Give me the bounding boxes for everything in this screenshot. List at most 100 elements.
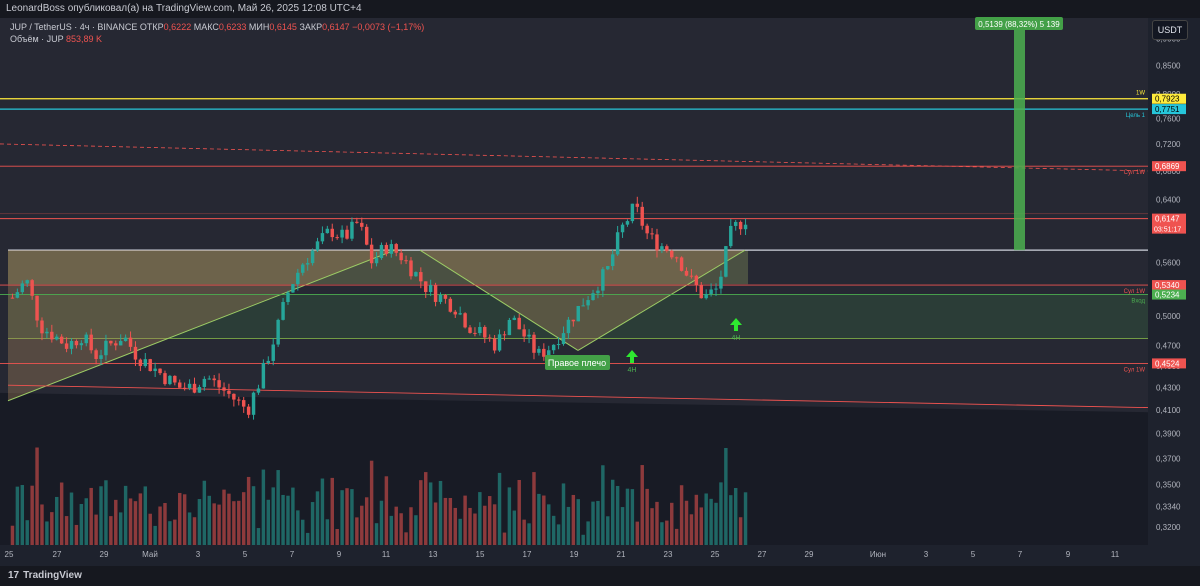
candle-body <box>620 224 625 233</box>
candle-body <box>689 275 694 277</box>
price-tick: 0,4100 <box>1156 406 1181 415</box>
right-shoulder-triangle <box>420 250 745 351</box>
volume-bar <box>537 493 541 545</box>
volume-bar <box>733 488 738 545</box>
volume-bar <box>571 494 576 545</box>
volume-bar <box>650 508 654 545</box>
volume-bar <box>704 493 708 545</box>
volume-bar <box>207 495 211 545</box>
candle-body <box>468 327 472 333</box>
price-tick: 0,4700 <box>1156 341 1181 350</box>
volume-bar <box>591 501 595 545</box>
low-value: 0,6145 <box>269 22 297 32</box>
candle-body <box>50 331 54 340</box>
candle-body <box>635 203 640 207</box>
volume-label: Объём · JUP <box>10 34 64 44</box>
candle-body <box>581 305 585 307</box>
volume-bar <box>660 522 664 545</box>
price-tick: 0,7200 <box>1156 140 1181 149</box>
price-tick: 0,7600 <box>1156 114 1181 123</box>
candle-body <box>473 332 477 334</box>
price-tag-label: 0,7923 <box>1155 95 1180 104</box>
candle-body <box>217 380 221 388</box>
time-tick: 3 <box>924 550 929 559</box>
dashed-resistance <box>0 143 1149 172</box>
volume-bar <box>281 494 285 545</box>
measure-bar <box>1014 20 1025 251</box>
price-tag-label: 0,5234 <box>1155 291 1180 300</box>
candle-body <box>158 368 162 374</box>
volume-bar <box>251 486 256 545</box>
candle-body <box>409 260 413 277</box>
candle-body <box>497 334 502 351</box>
symbol-label[interactable]: JUP / TetherUS · 4ч · BINANCE <box>10 22 138 32</box>
candle-body <box>729 225 733 247</box>
candle-body <box>512 317 517 320</box>
candle-body <box>69 340 74 349</box>
candle-body <box>286 292 290 303</box>
volume-bar <box>404 532 408 545</box>
volume-bar <box>645 488 649 545</box>
candle-body <box>571 319 576 322</box>
candle-body <box>369 244 374 264</box>
candle-body <box>709 289 713 294</box>
time-tick: 5 <box>971 550 976 559</box>
candle-body <box>355 221 359 223</box>
candle-body <box>310 250 315 264</box>
volume-bar <box>305 532 310 545</box>
volume-bar <box>187 512 192 545</box>
candle-body <box>463 313 467 328</box>
trendline-right-b <box>577 249 746 351</box>
tv-logo-icon: 17 <box>8 570 20 581</box>
volume-bar <box>561 483 566 545</box>
candle-body <box>502 334 507 336</box>
time-tick: 27 <box>758 550 767 559</box>
tradingview-logo[interactable]: 17 TradingView <box>8 566 82 586</box>
change-value: −0,0073 (−1,17%) <box>352 22 425 32</box>
volume-bar <box>69 492 74 545</box>
volume-bar <box>271 487 275 545</box>
time-tick: Июн <box>870 550 886 559</box>
candle-body <box>281 302 285 320</box>
high-value: 0,6233 <box>218 22 247 32</box>
volume-bar <box>497 472 502 545</box>
volume-bar <box>724 448 728 545</box>
volume-bar <box>492 504 497 545</box>
candle-body <box>163 373 167 385</box>
currency-button[interactable]: USDT <box>1152 20 1188 40</box>
candle-body <box>241 400 246 407</box>
candle-body <box>143 359 148 367</box>
volume-bar <box>640 465 644 545</box>
volume-bar <box>20 485 25 545</box>
volume-bar <box>527 523 531 545</box>
volume-bar <box>428 482 433 545</box>
volume-bar <box>601 465 605 545</box>
time-tick: 17 <box>523 550 532 559</box>
high-label: МАКС <box>193 22 219 32</box>
volume-bar <box>330 477 334 545</box>
candle-body <box>522 329 526 337</box>
price-tick: 0,6800 <box>1156 167 1181 176</box>
volume-bar <box>487 496 492 545</box>
candle-body <box>606 266 610 270</box>
candle-body <box>296 272 300 285</box>
volume-bar <box>10 525 15 545</box>
volume-bar <box>556 524 561 545</box>
candle-body <box>104 340 108 356</box>
volume-bar <box>222 489 226 545</box>
volume-bar <box>364 497 369 545</box>
price-tag <box>1152 213 1186 234</box>
time-tick: 29 <box>100 550 109 559</box>
volume-bar <box>483 505 487 545</box>
volume-bar <box>694 494 699 545</box>
price-chart[interactable]: 1W Цель 1 Сул 1W Сул 1W Вход Сул 1W 0,5139 (88… <box>0 0 1200 566</box>
candle-body <box>394 244 398 253</box>
candle-body <box>202 378 207 387</box>
volume-bar <box>291 487 295 545</box>
volume-bar <box>133 501 138 545</box>
volume-bar <box>296 510 300 545</box>
candle-body <box>79 343 84 346</box>
publisher-bar: LeonardBoss опубликовал(а) на TradingVie… <box>0 0 1200 18</box>
volume-bar <box>620 507 625 545</box>
candle-body <box>212 378 216 381</box>
